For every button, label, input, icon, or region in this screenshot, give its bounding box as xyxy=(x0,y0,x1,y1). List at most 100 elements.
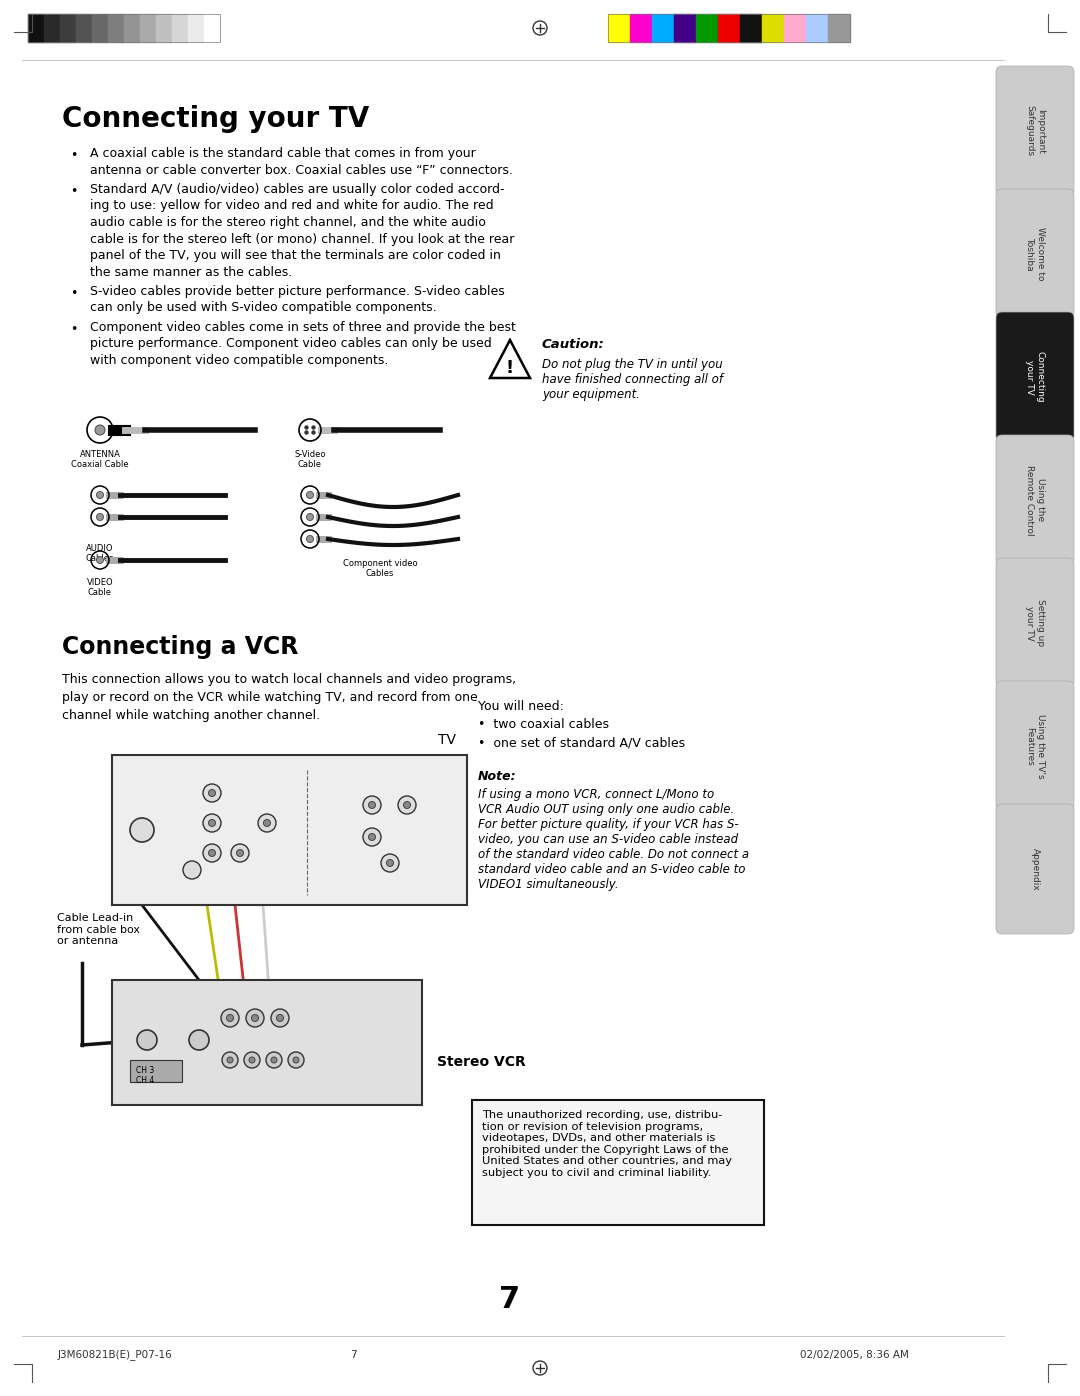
Bar xyxy=(188,14,204,42)
Circle shape xyxy=(203,814,221,832)
Text: IN from ANT: IN from ANT xyxy=(124,1054,171,1062)
Bar xyxy=(608,14,850,42)
Text: play or record on the VCR while watching TV, and record from one: play or record on the VCR while watching… xyxy=(62,691,477,704)
Text: AUDIO: AUDIO xyxy=(272,1072,297,1081)
Circle shape xyxy=(137,1030,157,1050)
Text: audio cable is for the stereo right channel, and the white audio: audio cable is for the stereo right chan… xyxy=(90,216,486,229)
Text: OUT to TV: OUT to TV xyxy=(179,1054,218,1062)
Bar xyxy=(28,14,44,42)
Bar xyxy=(718,14,740,42)
Bar xyxy=(630,14,652,42)
Text: If using a mono VCR, connect L/Mono to
VCR Audio OUT using only one audio cable.: If using a mono VCR, connect L/Mono to V… xyxy=(478,787,750,891)
FancyBboxPatch shape xyxy=(996,681,1074,811)
Text: Important
Safeguards: Important Safeguards xyxy=(1025,106,1044,156)
Text: Component video cables come in sets of three and provide the best: Component video cables come in sets of t… xyxy=(90,321,516,334)
Bar xyxy=(652,14,674,42)
Circle shape xyxy=(368,833,376,840)
Circle shape xyxy=(305,426,308,429)
Text: ANTENNA
Coaxial Cable: ANTENNA Coaxial Cable xyxy=(71,450,129,469)
Circle shape xyxy=(307,514,313,521)
FancyBboxPatch shape xyxy=(996,66,1074,195)
Text: VIDEO: VIDEO xyxy=(218,1032,242,1041)
Text: •: • xyxy=(70,149,78,162)
Text: ANT(75Ω): ANT(75Ω) xyxy=(123,805,161,814)
Circle shape xyxy=(208,819,216,826)
Bar xyxy=(76,14,92,42)
Circle shape xyxy=(307,536,313,543)
FancyBboxPatch shape xyxy=(996,436,1074,565)
Text: panel of the TV, you will see that the terminals are color coded in: panel of the TV, you will see that the t… xyxy=(90,248,501,262)
Bar xyxy=(156,14,172,42)
Circle shape xyxy=(312,426,315,429)
Circle shape xyxy=(244,1053,260,1068)
FancyBboxPatch shape xyxy=(996,804,1074,934)
Circle shape xyxy=(96,491,104,498)
Text: !: ! xyxy=(505,359,514,377)
Circle shape xyxy=(95,424,105,436)
Text: A coaxial cable is the standard cable that comes in from your: A coaxial cable is the standard cable th… xyxy=(90,147,476,161)
Circle shape xyxy=(305,431,308,434)
Text: Note:: Note: xyxy=(478,771,516,783)
Bar xyxy=(472,1100,764,1226)
Bar xyxy=(44,14,60,42)
Bar xyxy=(130,1060,183,1082)
Text: VIDEO: VIDEO xyxy=(200,773,224,783)
Text: •: • xyxy=(70,288,78,300)
Text: TV: TV xyxy=(438,733,456,747)
Circle shape xyxy=(227,1015,233,1022)
Circle shape xyxy=(231,845,249,861)
Text: AUDIO: AUDIO xyxy=(378,875,403,884)
Circle shape xyxy=(399,796,416,814)
Text: The unauthorized recording, use, distribu-
tion or revision of television progra: The unauthorized recording, use, distrib… xyxy=(482,1110,732,1178)
Bar xyxy=(740,14,762,42)
Bar xyxy=(172,14,188,42)
Circle shape xyxy=(203,845,221,861)
Circle shape xyxy=(288,1053,303,1068)
Circle shape xyxy=(271,1009,289,1027)
Text: L/MONO: L/MONO xyxy=(197,835,228,845)
Text: OUT: OUT xyxy=(389,764,411,773)
Circle shape xyxy=(312,431,315,434)
Text: IN: IN xyxy=(247,988,257,998)
Text: VIDEO 2: VIDEO 2 xyxy=(296,893,327,902)
Text: Setting up
your TV: Setting up your TV xyxy=(1025,599,1044,646)
Circle shape xyxy=(363,828,381,846)
Circle shape xyxy=(307,491,313,498)
Text: 7: 7 xyxy=(499,1286,521,1315)
Text: Cable Lead-in
from cable box
or antenna: Cable Lead-in from cable box or antenna xyxy=(57,913,140,946)
Bar xyxy=(828,14,850,42)
Text: Do not plug the TV in until you
have finished connecting all of
your equipment.: Do not plug the TV in until you have fin… xyxy=(542,357,723,401)
Text: S-video cables provide better picture performance. S-video cables: S-video cables provide better picture pe… xyxy=(90,285,504,297)
Text: Appendix: Appendix xyxy=(1030,847,1039,891)
Text: Component video
Cables: Component video Cables xyxy=(342,558,417,578)
Circle shape xyxy=(221,1009,239,1027)
Bar xyxy=(112,755,467,905)
Text: This connection allows you to watch local channels and video programs,: This connection allows you to watch loca… xyxy=(62,673,516,685)
Text: S-VIDEO: S-VIDEO xyxy=(162,882,192,891)
Circle shape xyxy=(203,785,221,801)
Text: AUDIO
Cables: AUDIO Cables xyxy=(85,544,114,564)
Text: Connecting
your TV: Connecting your TV xyxy=(1025,352,1044,403)
Bar xyxy=(762,14,784,42)
Text: VIDEO 1: VIDEO 1 xyxy=(206,893,238,902)
Circle shape xyxy=(252,1015,258,1022)
Bar xyxy=(674,14,696,42)
Text: VIDEO: VIDEO xyxy=(378,785,402,793)
Text: •  one set of standard A/V cables: • one set of standard A/V cables xyxy=(478,736,685,750)
Text: VIDEO: VIDEO xyxy=(210,1075,234,1085)
Bar xyxy=(696,14,718,42)
Text: L/MONO: L/MONO xyxy=(356,849,388,859)
Bar xyxy=(28,14,220,42)
Text: Standard A/V (audio/video) cables are usually color coded accord-: Standard A/V (audio/video) cables are us… xyxy=(90,183,504,195)
Text: OUT: OUT xyxy=(265,1034,285,1046)
Circle shape xyxy=(189,1030,210,1050)
FancyBboxPatch shape xyxy=(996,558,1074,688)
Text: Using the TV's
Features: Using the TV's Features xyxy=(1025,713,1044,779)
Bar xyxy=(60,14,76,42)
Circle shape xyxy=(381,854,399,872)
Circle shape xyxy=(266,1053,282,1068)
Circle shape xyxy=(208,850,216,857)
Circle shape xyxy=(249,1057,255,1062)
Text: Connecting your TV: Connecting your TV xyxy=(62,105,369,133)
Text: channel while watching another channel.: channel while watching another channel. xyxy=(62,709,320,722)
